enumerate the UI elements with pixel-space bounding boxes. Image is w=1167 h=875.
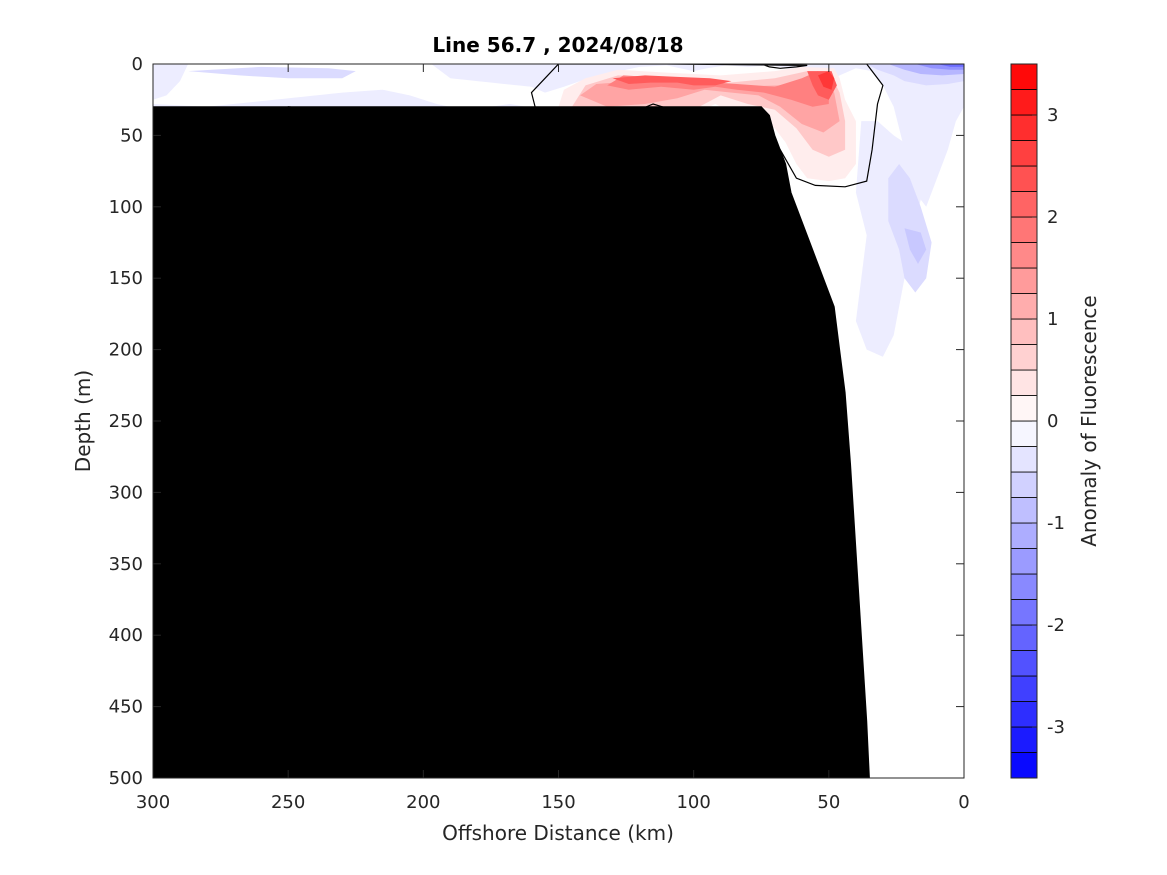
colorbar-swatch [1010,624,1038,651]
colorbar-swatch [1010,650,1038,677]
anomaly-region [153,89,532,150]
colorbar-tick-label: 3 [1047,105,1058,126]
colorbar-tick-label: 1 [1047,309,1058,330]
colorbar-swatch [1010,548,1038,575]
colorbar-swatch [1010,675,1038,702]
colorbar-swatch [1010,216,1038,243]
colorbar-swatch [1010,395,1038,422]
anomaly-region [888,164,932,293]
colorbar-swatch [1010,726,1038,753]
anomaly-region [612,75,732,86]
y-tick-label: 0 [132,54,143,75]
x-tick-label: 50 [817,792,840,813]
y-tick-label: 250 [109,411,143,432]
colorbar-tick-label: 2 [1047,207,1058,228]
anomaly-region [818,71,835,90]
colorbar-swatch [1010,89,1038,116]
colorbar-swatch [1010,752,1038,779]
y-tick-label: 50 [120,125,143,146]
colorbar-tick-label: -3 [1047,717,1065,738]
colorbar-swatch [1010,369,1038,396]
colorbar-swatch [1010,318,1038,345]
colorbar-tick-label: 0 [1047,411,1058,432]
colorbar-swatch [1010,522,1038,549]
colorbar-swatch [1010,242,1038,269]
anomaly-region [937,64,964,67]
y-tick-label: 200 [109,340,143,361]
colorbar-swatch [1010,573,1038,600]
anomaly-region [904,228,927,264]
colorbar-swatch [1010,140,1038,167]
y-tick-label: 450 [109,697,143,718]
x-axis-label: Offshore Distance (km) [442,821,674,845]
colorbar-swatch [1010,165,1038,192]
anomaly-region [153,64,964,207]
x-tick-label: 0 [958,792,969,813]
x-tick-label: 100 [676,792,710,813]
colorbar-swatch [1010,293,1038,320]
colorbar-swatch [1010,63,1038,90]
colorbar-swatch [1010,701,1038,728]
y-tick-label: 400 [109,625,143,646]
colorbar-swatch [1010,344,1038,371]
y-tick-label: 350 [109,554,143,575]
x-tick-label: 150 [541,792,575,813]
colorbar-swatch [1010,599,1038,626]
x-tick-label: 200 [406,792,440,813]
chart-title: Line 56.7 , 2024/08/18 [432,33,683,57]
y-axis-label: Depth (m) [71,370,95,472]
bathymetry [153,106,870,778]
colorbar-swatch [1010,267,1038,294]
y-tick-label: 500 [109,768,143,789]
colorbar-label: Anomaly of Fluorescence [1077,295,1101,546]
colorbar-swatch [1010,497,1038,524]
y-tick-label: 150 [109,268,143,289]
colorbar-tick-label: -1 [1047,513,1065,534]
x-tick-label: 300 [136,792,170,813]
colorbar-swatch [1010,471,1038,498]
colorbar-swatch [1010,420,1038,447]
colorbar-swatch [1010,191,1038,218]
colorbar-swatch [1010,446,1038,473]
y-tick-label: 300 [109,482,143,503]
colorbar-swatch [1010,114,1038,141]
y-tick-label: 100 [109,197,143,218]
colorbar-tick-label: -2 [1047,615,1065,636]
x-tick-label: 250 [271,792,305,813]
anomaly-region [188,66,356,79]
